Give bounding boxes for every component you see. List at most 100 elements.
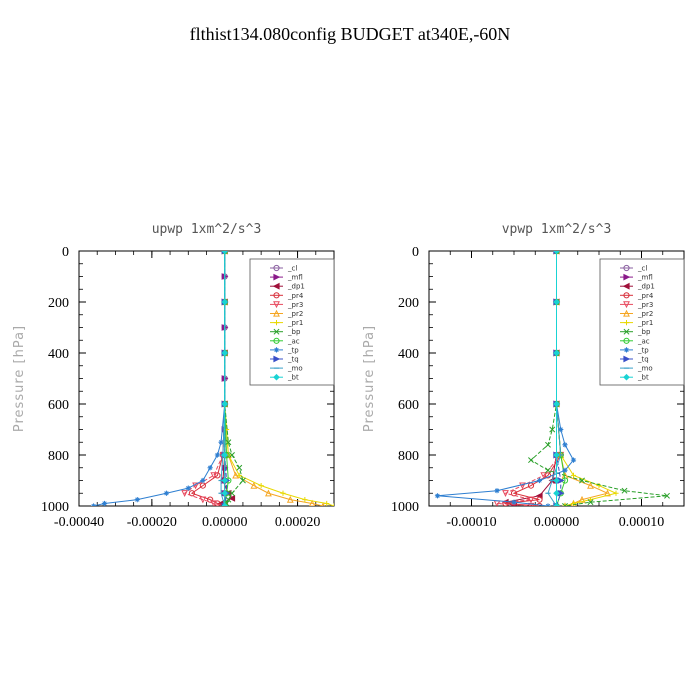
legend-label: _bt [287, 374, 299, 382]
data-point [553, 349, 560, 357]
legend-label: _pr3 [287, 301, 303, 309]
legend-marker [273, 273, 281, 281]
legend-label: _pr1 [637, 319, 653, 327]
legend-marker [623, 264, 630, 272]
legend-label: _mfl [637, 274, 653, 282]
legend-label: _bt [637, 374, 649, 382]
data-point [200, 477, 206, 484]
data-point [562, 467, 568, 473]
legend-marker [273, 301, 280, 309]
data-point [210, 472, 218, 480]
data-point [228, 494, 236, 502]
data-point [527, 502, 535, 506]
data-point [545, 441, 551, 448]
legend-marker [273, 320, 280, 326]
y-axis-label: Pressure [hPa] [12, 325, 27, 432]
data-point [207, 465, 213, 471]
data-point [265, 489, 272, 497]
data-point [510, 490, 518, 497]
legend-label: _ac [287, 337, 300, 345]
legend-label: _pr1 [287, 319, 303, 327]
legend-marker [273, 328, 280, 335]
data-point [101, 500, 108, 506]
data-point [236, 464, 243, 471]
legend-marker [623, 301, 630, 309]
series-group [434, 251, 670, 506]
legend-marker [623, 373, 630, 381]
data-point [528, 457, 534, 464]
data-point [596, 483, 602, 489]
data-point [239, 477, 246, 484]
legend-marker [273, 373, 280, 381]
x-tick-label: -0.00020 [127, 515, 177, 530]
legend-marker [273, 264, 280, 272]
data-point [225, 496, 232, 503]
data-point [309, 499, 316, 506]
series-line-tq [556, 251, 562, 506]
data-point [553, 489, 560, 497]
data-point [134, 497, 140, 503]
data-point [621, 487, 628, 494]
data-point [562, 442, 568, 448]
data-point [221, 251, 229, 255]
legend-label: _pr3 [637, 301, 653, 309]
data-point [549, 426, 556, 433]
data-point [587, 499, 594, 506]
data-point [199, 496, 207, 504]
data-point [218, 439, 224, 445]
panel-title: upwp 1xm^2/s^3 [152, 222, 262, 237]
data-point [221, 451, 229, 459]
data-point [221, 400, 229, 408]
data-point [221, 502, 229, 506]
data-point [286, 495, 294, 503]
series-group [90, 251, 334, 506]
x-tick-label: -0.00010 [446, 515, 496, 530]
data-point [613, 490, 619, 496]
series-line-tq [224, 251, 228, 506]
data-point [570, 457, 577, 463]
data-point [553, 251, 560, 255]
data-point [558, 426, 564, 433]
figure-title: flthist134.080config BUDGET at340E,-60N [190, 24, 511, 44]
legend-box [249, 258, 335, 386]
legend-label: _pr4 [287, 292, 304, 300]
data-point [221, 298, 229, 306]
y-tick-label: 200 [398, 296, 419, 311]
panel-title: vpwp 1xm^2/s^3 [502, 222, 612, 237]
data-point [553, 451, 560, 459]
y-tick-label: 400 [48, 347, 69, 362]
legend-marker [623, 337, 630, 344]
y-tick-label: 800 [398, 449, 419, 464]
data-point [553, 502, 560, 506]
legend-marker [273, 355, 281, 363]
data-point [578, 495, 586, 503]
y-tick-label: 0 [412, 245, 419, 260]
data-point [192, 482, 199, 490]
legend-marker [273, 292, 280, 299]
data-point [536, 496, 543, 503]
data-point [181, 490, 189, 497]
legend-marker [623, 320, 630, 326]
data-point [553, 400, 560, 408]
data-point [229, 452, 235, 458]
legend-marker [623, 292, 630, 299]
y-tick-label: 600 [48, 398, 69, 413]
legend-label: _pr2 [287, 310, 303, 318]
y-tick-label: 400 [398, 347, 419, 362]
data-point [587, 497, 594, 503]
data-point [494, 488, 500, 494]
legend-box [599, 258, 685, 386]
data-point [553, 477, 560, 484]
data-point [280, 490, 286, 496]
legend-label: _bp [287, 328, 301, 336]
data-point [210, 500, 218, 506]
legend-marker [623, 273, 631, 281]
legend-label: _dp1 [287, 283, 305, 291]
upwp-panel: upwp 1xm^2/s^3 Pressure [hPa] 0 200 400 600 80… [12, 222, 335, 530]
x-tick-label: 0.00010 [619, 515, 665, 530]
data-point [221, 489, 229, 497]
data-point [664, 492, 670, 499]
legend-label: _dp1 [637, 283, 655, 291]
